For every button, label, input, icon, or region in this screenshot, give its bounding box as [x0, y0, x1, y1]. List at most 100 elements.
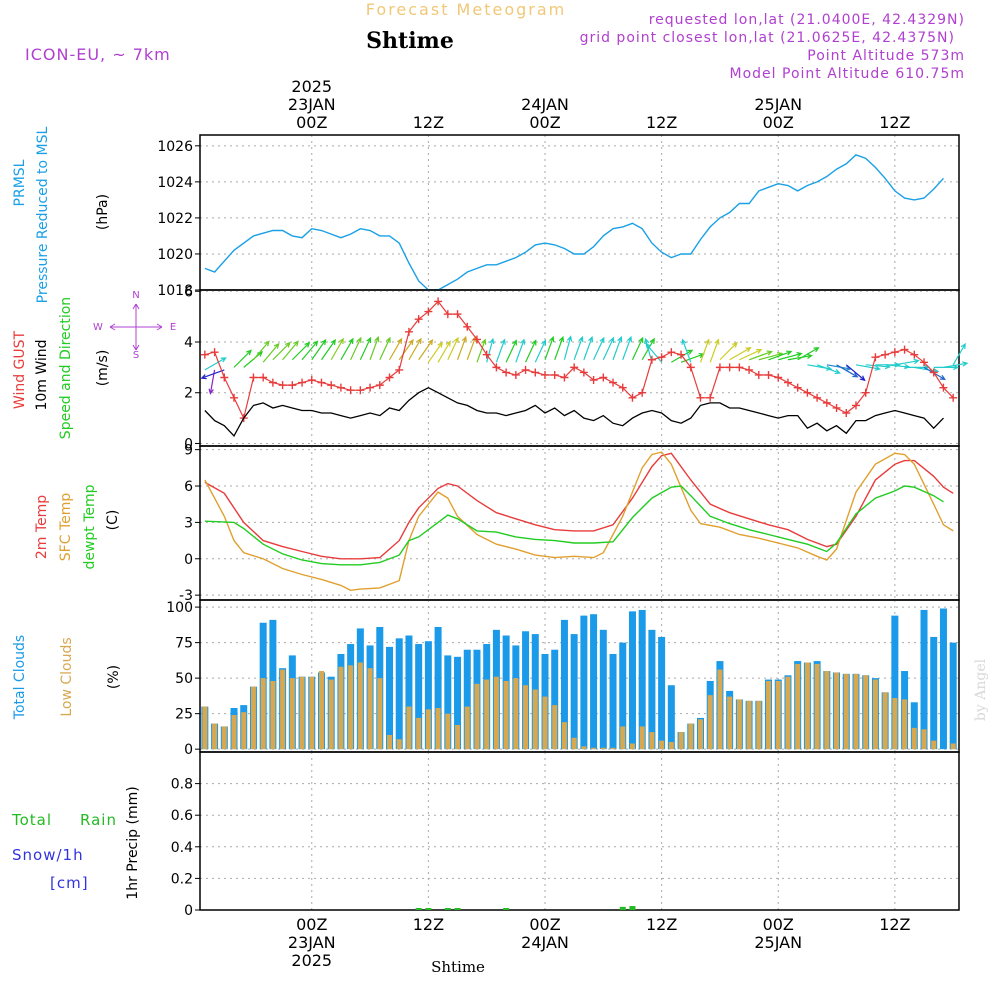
- low-clouds-bar: [309, 676, 315, 750]
- y-tick-label: 1024: [157, 175, 193, 191]
- gust-point: [628, 393, 637, 402]
- wind-direction-arrow: [204, 357, 227, 371]
- total-clouds-bar: [949, 642, 957, 750]
- total-clouds-bar: [609, 653, 617, 750]
- y-tick-label: 0.4: [171, 840, 193, 856]
- wind-label: 10m Wind: [34, 339, 50, 410]
- low-clouds-bar: [795, 663, 801, 750]
- gust-point: [686, 363, 695, 372]
- time-axis-label: 12Z: [413, 113, 444, 132]
- total-clouds-bar: [454, 656, 462, 750]
- total-clouds-bar: [580, 615, 588, 750]
- low-clouds-bar: [484, 679, 490, 750]
- pressure-panel: 1018 1020 1022 1024 1026: [157, 134, 960, 299]
- wind-direction-arrow: [466, 335, 477, 360]
- gust-label: Wind GUST: [12, 330, 28, 409]
- gust-point: [920, 358, 929, 367]
- wind-direction-arrow: [583, 335, 594, 360]
- time-axis-label: 12Z: [413, 915, 444, 934]
- gust-point: [346, 386, 355, 395]
- precip-panel: 0 0.2 0.4 0.6 0.8: [171, 751, 960, 919]
- gust-point: [550, 370, 559, 379]
- gust-point: [667, 348, 676, 357]
- compass-west: W: [93, 322, 103, 333]
- low-clouds-bar: [221, 726, 227, 750]
- y-tick-label: 2: [184, 386, 193, 402]
- clouds-panel: 0 25 50 75 100: [166, 599, 960, 758]
- low-clouds-bar: [357, 662, 363, 750]
- wind-direction-arrow: [729, 347, 752, 361]
- low-clouds-bar: [435, 707, 441, 750]
- wind-direction-arrow: [797, 347, 820, 361]
- gust-point: [463, 322, 472, 331]
- gust-point: [230, 393, 239, 402]
- low-clouds-bar: [620, 726, 626, 750]
- low-clouds-bar: [872, 679, 878, 750]
- y-tick-label: 1026: [157, 139, 193, 155]
- low-clouds-bar: [727, 696, 733, 750]
- gust-point: [745, 365, 754, 374]
- precip-unit: 1hr Precip (mm): [125, 786, 141, 899]
- rain-bar: [415, 908, 422, 910]
- gust-point: [220, 373, 229, 382]
- y-tick-label: 0: [184, 903, 193, 919]
- low-clouds-bar: [766, 680, 772, 750]
- total-clouds-bar: [405, 635, 413, 750]
- gust-point: [871, 353, 880, 362]
- wind-direction-arrow: [709, 338, 720, 363]
- low-clouds-bar: [348, 665, 354, 750]
- wind-direction-arrow: [943, 361, 969, 368]
- low-clouds-bar: [396, 739, 402, 750]
- y-tick-label: 0: [184, 436, 193, 452]
- compass-north: N: [132, 290, 139, 301]
- low-clouds-bar: [523, 685, 529, 750]
- location-title: Shtime: [366, 28, 454, 54]
- requested-coords: requested lon,lat (21.0400E, 42.4329N): [649, 12, 965, 28]
- gust-point: [774, 373, 783, 382]
- total-clouds-bar: [910, 702, 918, 750]
- clouds-unit: (%): [106, 665, 122, 689]
- compass-south: S: [133, 350, 139, 361]
- wind-direction-arrow: [845, 364, 866, 382]
- wind-direction-arrow: [894, 358, 920, 366]
- wind-direction-arrow: [233, 349, 252, 368]
- time-axis-label: 12Z: [646, 113, 677, 132]
- gust-point: [754, 370, 763, 379]
- wind-direction-arrow: [320, 338, 337, 361]
- y-tick-label: 75: [175, 636, 193, 652]
- low-clouds-bar: [503, 680, 509, 750]
- gust-point: [492, 363, 501, 372]
- gust-point: [307, 376, 316, 385]
- wind-direction-arrow: [291, 341, 311, 361]
- footer-location: Shtime: [431, 958, 485, 976]
- wind-panel: 0 2 4 6: [184, 284, 969, 452]
- wind-direction-arrow: [836, 364, 859, 378]
- gust-point: [366, 383, 375, 392]
- low-clouds-bar: [318, 671, 324, 750]
- low-clouds-bar: [406, 706, 412, 750]
- total-clouds-bar: [619, 642, 627, 750]
- y-tick-label: 9: [184, 443, 193, 459]
- low-clouds-bar: [746, 700, 752, 750]
- snow-label: Snow/1h: [12, 846, 84, 864]
- y-tick-label: 1022: [157, 211, 193, 227]
- low-clouds-bar: [455, 725, 461, 750]
- gust-point: [949, 393, 958, 402]
- total-clouds-bar: [599, 629, 607, 750]
- time-axis-label: 25JAN: [754, 933, 802, 952]
- low-clouds-bar: [892, 698, 898, 750]
- wind-direction-arrow: [768, 350, 793, 361]
- total-clouds-bar: [415, 644, 423, 750]
- time-axis-label: 24JAN: [521, 95, 569, 114]
- y-tick-label: 50: [175, 671, 193, 687]
- low-clouds-bar: [853, 673, 859, 750]
- total-clouds-bar: [939, 608, 947, 750]
- low-clouds-bar: [581, 746, 587, 750]
- gust-point: [881, 350, 890, 359]
- low-clouds-bar: [231, 715, 237, 750]
- low-clouds-bar: [639, 726, 645, 750]
- panel-frame: [199, 751, 960, 911]
- gust-point: [395, 365, 404, 374]
- compass-rose-icon: N S W E: [93, 290, 176, 361]
